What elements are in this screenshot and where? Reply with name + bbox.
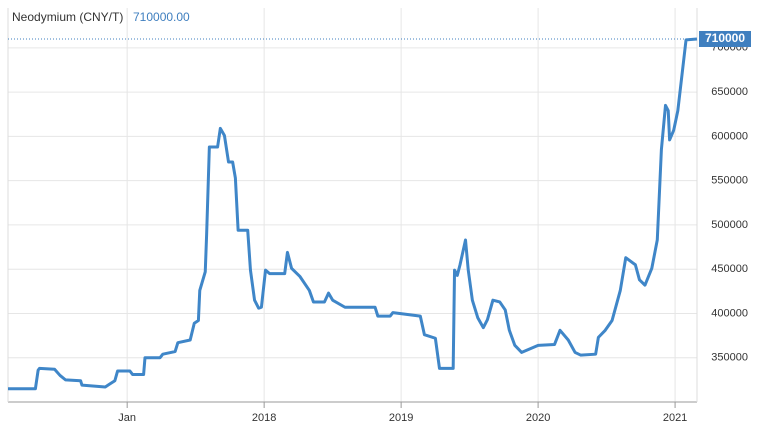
x-tick-label: 2019 (389, 412, 413, 424)
x-tick-label: Jan (118, 412, 136, 424)
x-tick-label: 2021 (663, 412, 687, 424)
current-value-box (699, 30, 751, 47)
current-value-header: 710000.00 (133, 10, 190, 24)
y-tick-label: 500000 (711, 219, 748, 231)
price-line (8, 37, 698, 391)
x-tick-label: 2018 (252, 412, 276, 424)
y-tick-label: 550000 (711, 175, 748, 187)
y-tick-label: 650000 (711, 86, 748, 98)
y-tick-label: 350000 (711, 352, 748, 364)
x-tick-label: 2020 (526, 412, 550, 424)
y-tick-label: 450000 (711, 263, 748, 275)
current-value-label: 710000 (705, 31, 745, 45)
y-tick-label: 600000 (711, 130, 748, 142)
chart-title: Neodymium (CNY/T) (12, 10, 123, 24)
y-tick-label: 400000 (711, 307, 748, 319)
